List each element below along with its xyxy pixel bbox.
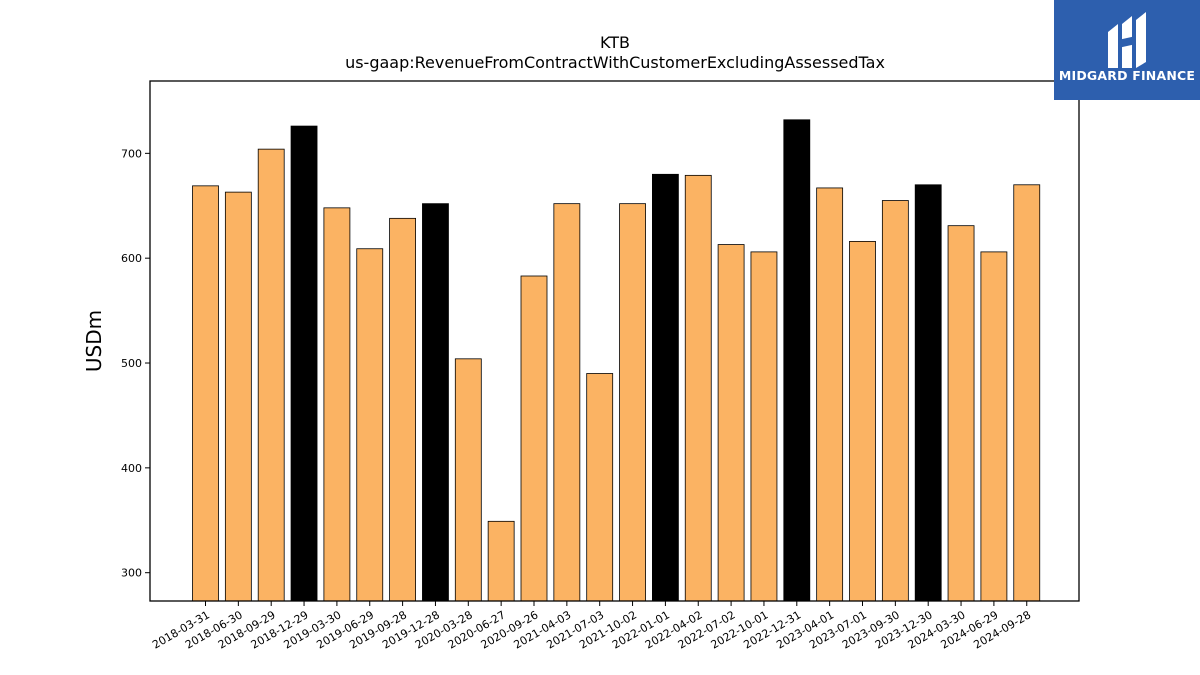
bar-2022-10-01 [750,251,778,602]
bar-2020-03-28 [454,358,482,602]
y-tick-label: 400 [121,462,142,475]
chart-title: KTB [600,33,630,52]
y-tick-label: 500 [121,357,142,370]
plot-frame [149,80,1080,602]
y-axis-label: USDm [82,310,106,372]
bar-2021-10-02 [619,203,646,602]
bar-2022-01-01 [652,173,679,602]
chart-subtitle: us-gaap:RevenueFromContractWithCustomerE… [345,53,885,72]
bar-2020-06-27 [487,520,515,602]
bar-2021-04-03 [553,203,581,602]
y-tick-label: 700 [121,147,142,160]
bar-2019-09-28 [389,217,417,602]
bar-2021-07-03 [586,373,614,602]
bar-2024-03-30 [947,225,975,602]
bar-2019-03-30 [323,207,351,602]
bars-group [192,119,1041,602]
y-tick-label: 300 [121,567,142,580]
bar-2022-07-02 [717,244,745,602]
bar-2018-03-31 [192,185,219,602]
bar-2024-09-28 [1013,184,1041,602]
bar-2022-12-31 [783,119,811,602]
bar-2023-09-30 [881,200,909,602]
bar-2023-04-01 [816,187,844,602]
bar-2018-12-29 [290,125,318,602]
bar-2018-09-29 [257,148,285,602]
bar-2023-12-30 [914,184,942,602]
bar-2023-07-01 [849,240,876,602]
bar-2019-12-28 [422,203,449,602]
bar-2022-04-02 [684,174,712,602]
midgard-logo-icon [1108,12,1146,68]
bar-2018-06-30 [224,191,252,602]
y-tick-label: 600 [121,252,142,265]
bar-2020-09-26 [520,275,548,602]
midgard-finance-logo: MIDGARD FINANCE [1054,0,1200,100]
bar-2024-06-29 [980,251,1008,602]
logo-text: MIDGARD FINANCE [1058,68,1196,83]
bar-2019-06-29 [356,248,384,602]
